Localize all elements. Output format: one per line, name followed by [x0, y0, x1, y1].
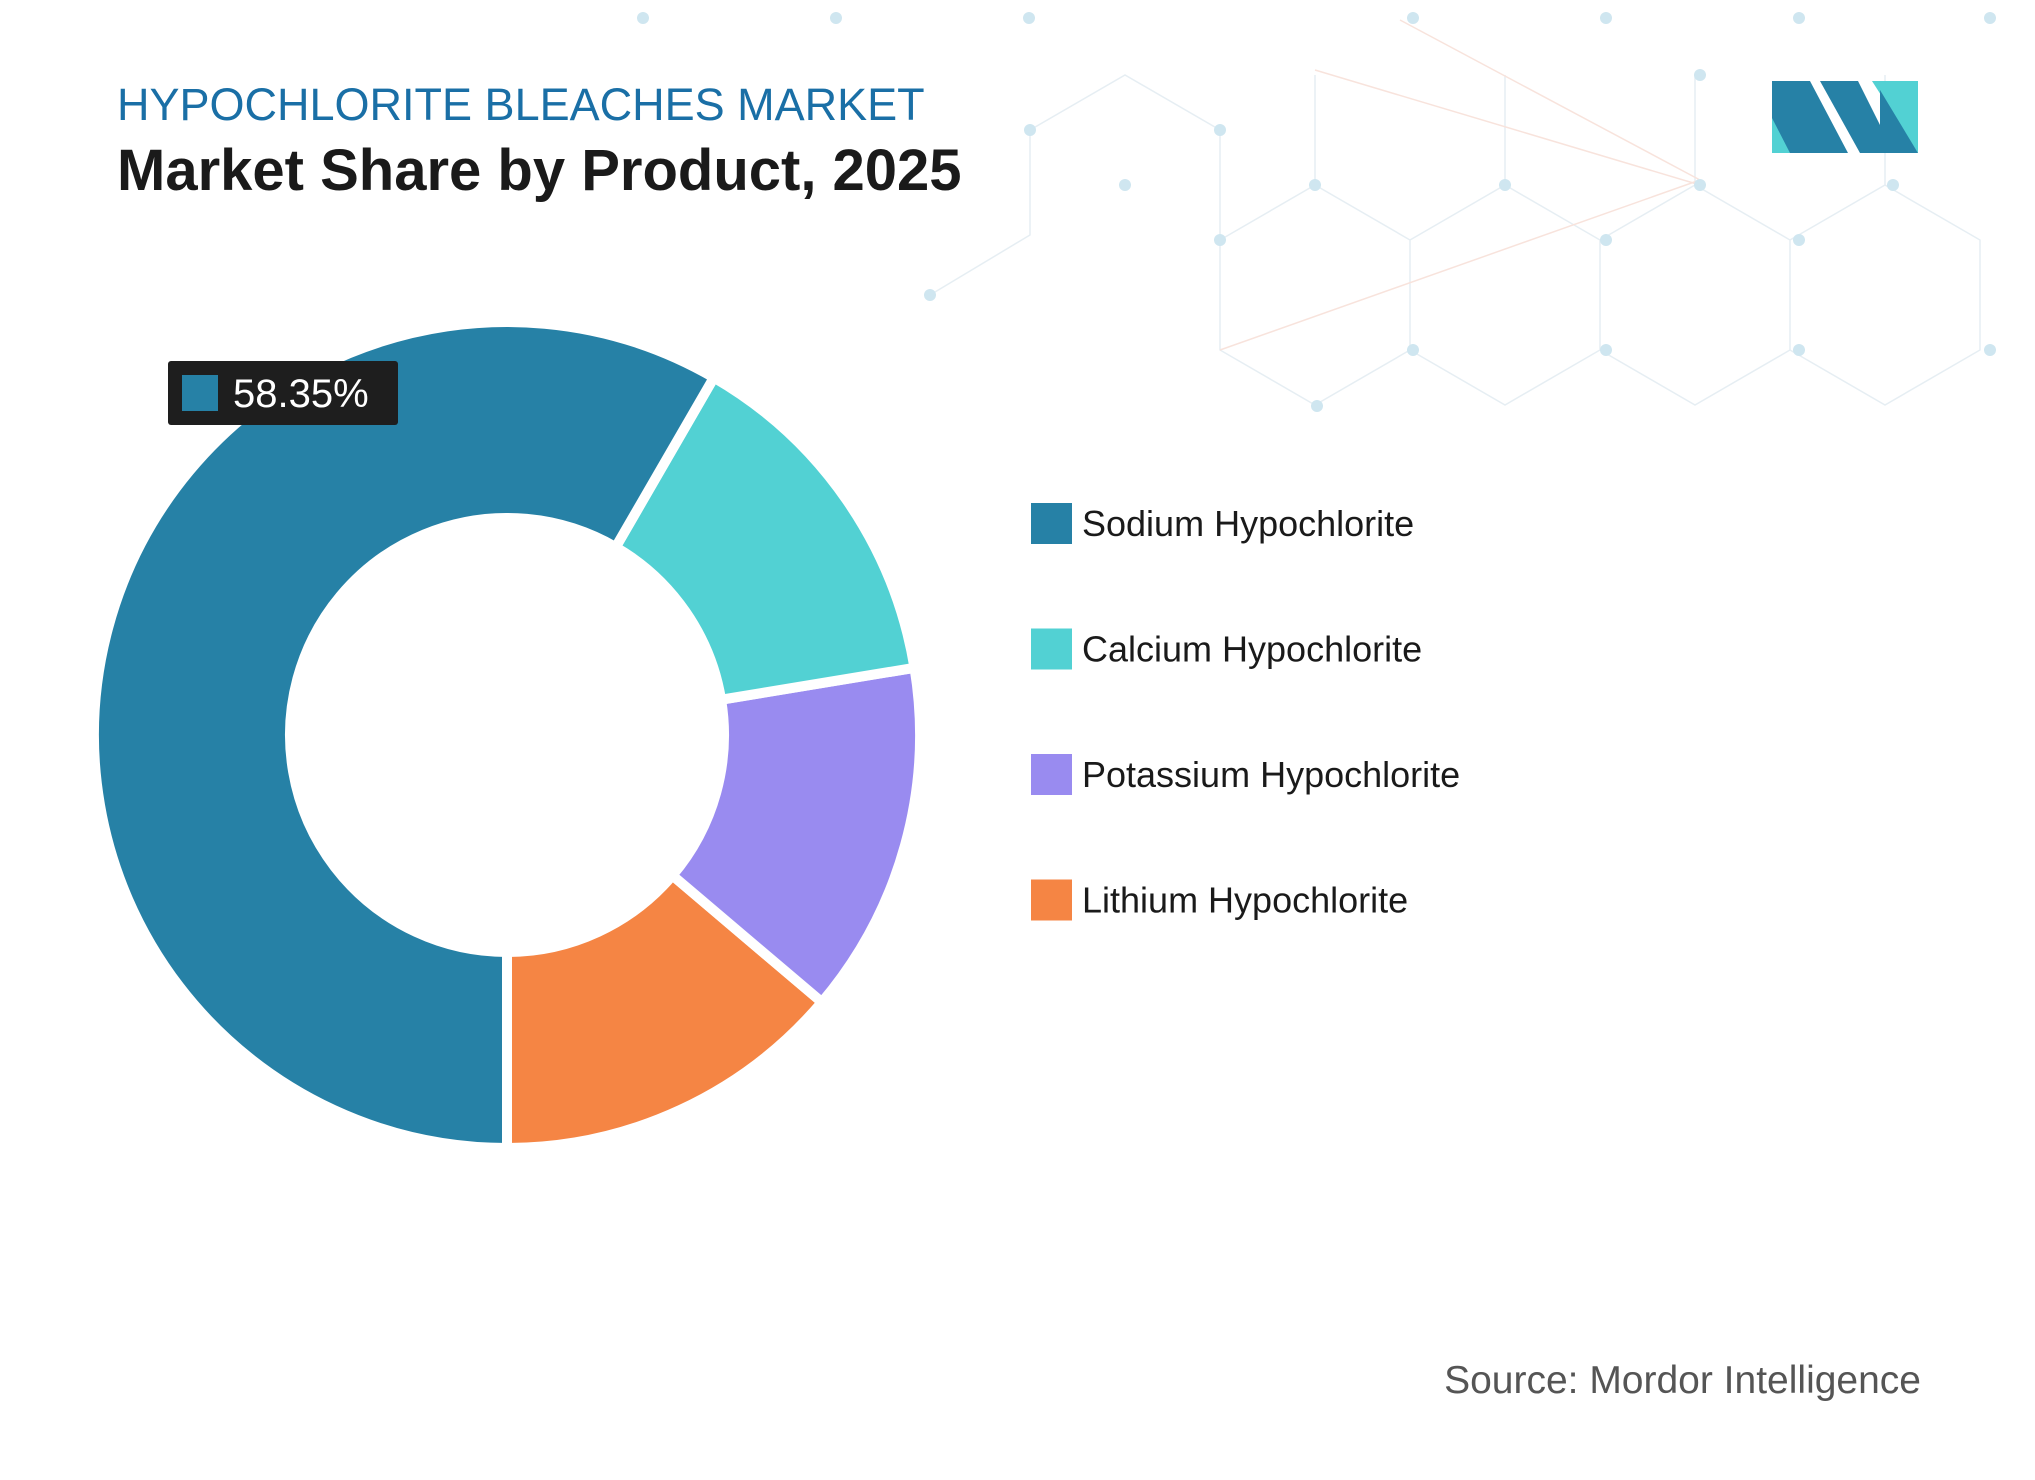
label-box: [168, 361, 398, 425]
logo: [1772, 81, 1918, 153]
legend-swatch: [1031, 503, 1072, 544]
chart-title: HYPOCHLORITE BLEACHES MARKET: [117, 79, 925, 130]
legend-swatch: [1031, 879, 1072, 921]
chart-subtitle: Market Share by Product, 2025: [117, 138, 962, 203]
label-swatch: [182, 375, 218, 411]
value-labels: 58.35%: [168, 361, 398, 425]
slice: [665, 662, 925, 1010]
legend: Sodium Hypochlorite Calcium Hypochlorite P…: [1031, 503, 1460, 921]
legend-swatch: [1031, 628, 1072, 670]
slice: [502, 868, 829, 1154]
source: Source: Mordor Intelligence: [1444, 1359, 1921, 1402]
legend-swatch: [1031, 754, 1072, 795]
legend-label: Calcium Hypochlorite: [1082, 629, 1422, 670]
donut: [89, 317, 925, 1154]
legend-label: Sodium Hypochlorite: [1082, 503, 1414, 544]
legend-label: Potassium Hypochlorite: [1082, 754, 1460, 795]
background-pattern: [929, 19, 1981, 406]
slice: [608, 370, 921, 706]
legend-label: Lithium Hypochlorite: [1082, 880, 1408, 921]
value-label: 58.35%: [233, 372, 369, 416]
background-dots: [637, 12, 1996, 412]
